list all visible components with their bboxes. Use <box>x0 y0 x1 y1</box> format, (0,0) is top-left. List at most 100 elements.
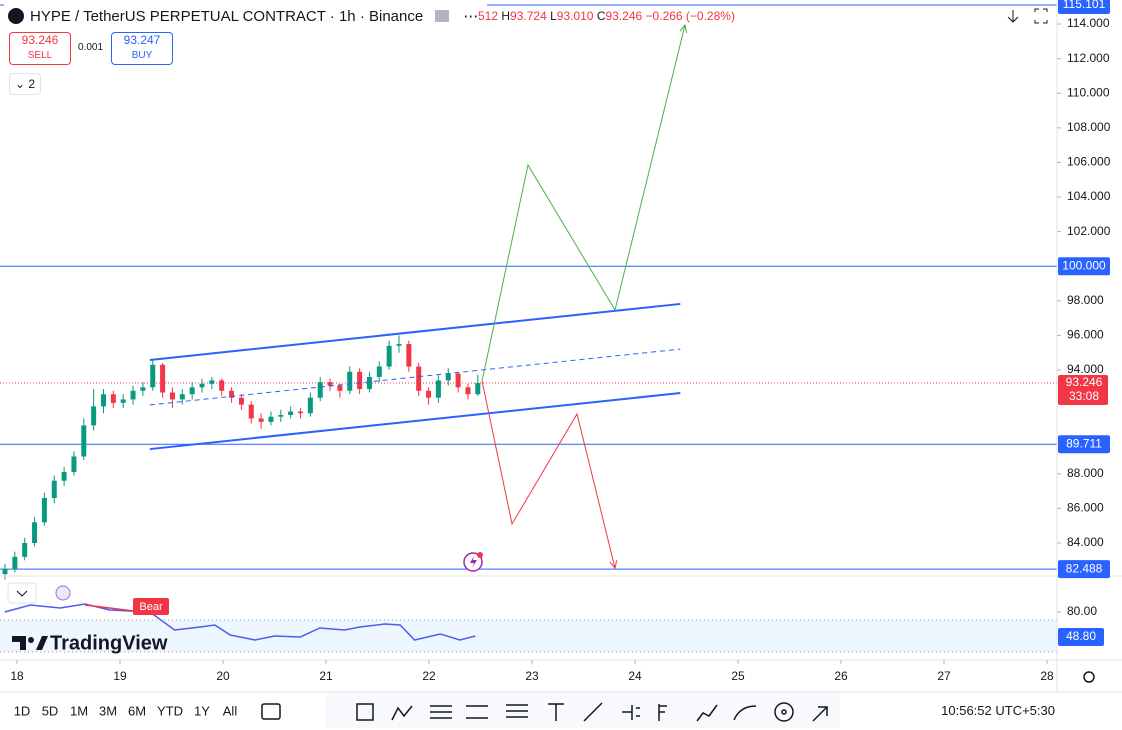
scroll-button[interactable] <box>1007 10 1019 23</box>
candle-body <box>229 390 235 398</box>
candle-body <box>465 387 471 395</box>
candle-body <box>337 385 343 391</box>
candle-body <box>416 366 422 391</box>
tool-icons <box>261 671 1095 722</box>
low: 93.010 <box>556 9 594 23</box>
flag-icon[interactable] <box>435 10 450 22</box>
countdown: 33:08 <box>1069 389 1099 403</box>
more-icon[interactable]: ⋯ <box>463 8 480 25</box>
candle-body <box>130 390 136 400</box>
high-label: H <box>501 9 511 23</box>
symbol-logo <box>8 8 24 24</box>
timeframe-button[interactable]: 5D <box>42 703 59 718</box>
plot <box>0 4 1057 653</box>
candle-body <box>101 394 106 407</box>
candle-body <box>12 556 18 569</box>
spread: 0.001 <box>78 42 104 53</box>
collapse-button[interactable] <box>7 582 37 604</box>
arrow-head <box>679 23 688 34</box>
candle-body <box>386 345 392 367</box>
osc-tick-label: 80.00 <box>1067 604 1097 618</box>
indicators-toggle[interactable]: ⌄ 2 <box>9 73 41 95</box>
candle-body <box>209 380 215 384</box>
price-label-box <box>1058 560 1110 579</box>
signal-badge <box>133 598 169 615</box>
candle-body <box>248 404 254 419</box>
x-tick-label: 26 <box>834 669 848 683</box>
timezone: UTC+5:30 <box>995 703 1055 718</box>
timeframe-button[interactable]: YTD <box>157 703 183 718</box>
candle-body <box>298 411 303 414</box>
brand: TradingView <box>50 632 168 654</box>
high: 93.724 <box>510 9 547 23</box>
x-tick-label: 22 <box>422 669 436 683</box>
indicator-count: 2 <box>28 77 36 91</box>
buy-label: BUY <box>131 50 153 61</box>
price-label: 82.488 <box>1066 561 1103 575</box>
candle-body <box>278 414 284 417</box>
clock: 10:56:52 UTC+5:30 <box>941 703 1055 718</box>
candle-body <box>81 425 87 457</box>
price-label-box <box>1058 435 1110 454</box>
low-label: L <box>550 9 557 23</box>
arrow-head <box>609 560 618 570</box>
drawing <box>149 302 681 361</box>
candle-body <box>347 371 353 391</box>
y-tick-label: 86.000 <box>1067 501 1104 515</box>
drawing <box>149 392 681 451</box>
candle-body <box>150 364 156 388</box>
y-tick-label: 96.000 <box>1067 328 1104 342</box>
close: 93.246 <box>605 9 643 23</box>
x-tick-label: 24 <box>628 669 642 683</box>
change: −0.266 (−0.28%) <box>645 9 735 23</box>
candle-body <box>61 472 67 481</box>
price-label-box <box>1058 257 1110 276</box>
timeframe-button[interactable]: All <box>223 703 238 718</box>
candle-body <box>258 418 264 422</box>
x-tick-label: 21 <box>319 669 333 683</box>
bolt <box>470 556 477 568</box>
sell-label: SELL <box>27 50 53 61</box>
candle-body <box>406 344 412 367</box>
buy-button[interactable]: 93.247 BUY <box>111 32 173 65</box>
candle-body <box>51 480 57 499</box>
timeframe-button[interactable]: 1Y <box>194 703 210 718</box>
sync-icon[interactable] <box>55 585 71 601</box>
buy-price: 93.247 <box>123 33 161 47</box>
candle-body <box>41 498 47 523</box>
y-tick-label: 84.000 <box>1067 535 1104 549</box>
candle-body <box>71 456 77 473</box>
candle-body <box>32 522 38 543</box>
fullscreen-button[interactable] <box>1034 8 1048 24</box>
x-tick-label: 28 <box>1040 669 1054 683</box>
price-label: 100.000 <box>1062 258 1106 272</box>
timeframe-button[interactable]: 3M <box>99 703 117 718</box>
timeframe-button[interactable]: 6M <box>128 703 146 718</box>
price-label: 115.101 <box>1063 0 1106 11</box>
x-tick-label: 19 <box>113 669 127 683</box>
osc-last-label: 48.80 <box>1066 629 1096 643</box>
candle-body <box>189 387 195 395</box>
symbol[interactable]: HYPE / TetherUS PERPETUAL CONTRACT · 1h … <box>30 7 424 25</box>
candle-body <box>396 344 402 346</box>
y-tick-label: 88.000 <box>1067 466 1104 480</box>
y-tick-label: 112.000 <box>1067 51 1110 65</box>
candle-body <box>140 387 146 391</box>
window-buttons <box>1007 8 1048 24</box>
y-tick-label: 94.000 <box>1067 362 1104 376</box>
price-label: 89.711 <box>1066 436 1102 450</box>
candle-body <box>219 380 225 391</box>
sell-button[interactable]: 93.246 SELL <box>9 32 71 65</box>
timeframe-button[interactable]: 1M <box>70 703 88 718</box>
candle-body <box>376 366 382 377</box>
candle-body <box>435 380 441 398</box>
tradingview-logo <box>12 636 48 650</box>
candle-body <box>169 392 175 400</box>
open: 512 <box>478 9 499 23</box>
clock-time: 10:56:52 <box>941 703 992 718</box>
y-tick-label: 104.000 <box>1067 189 1111 203</box>
candle-body <box>327 382 333 386</box>
timeframe-button[interactable]: 1D <box>14 703 31 718</box>
